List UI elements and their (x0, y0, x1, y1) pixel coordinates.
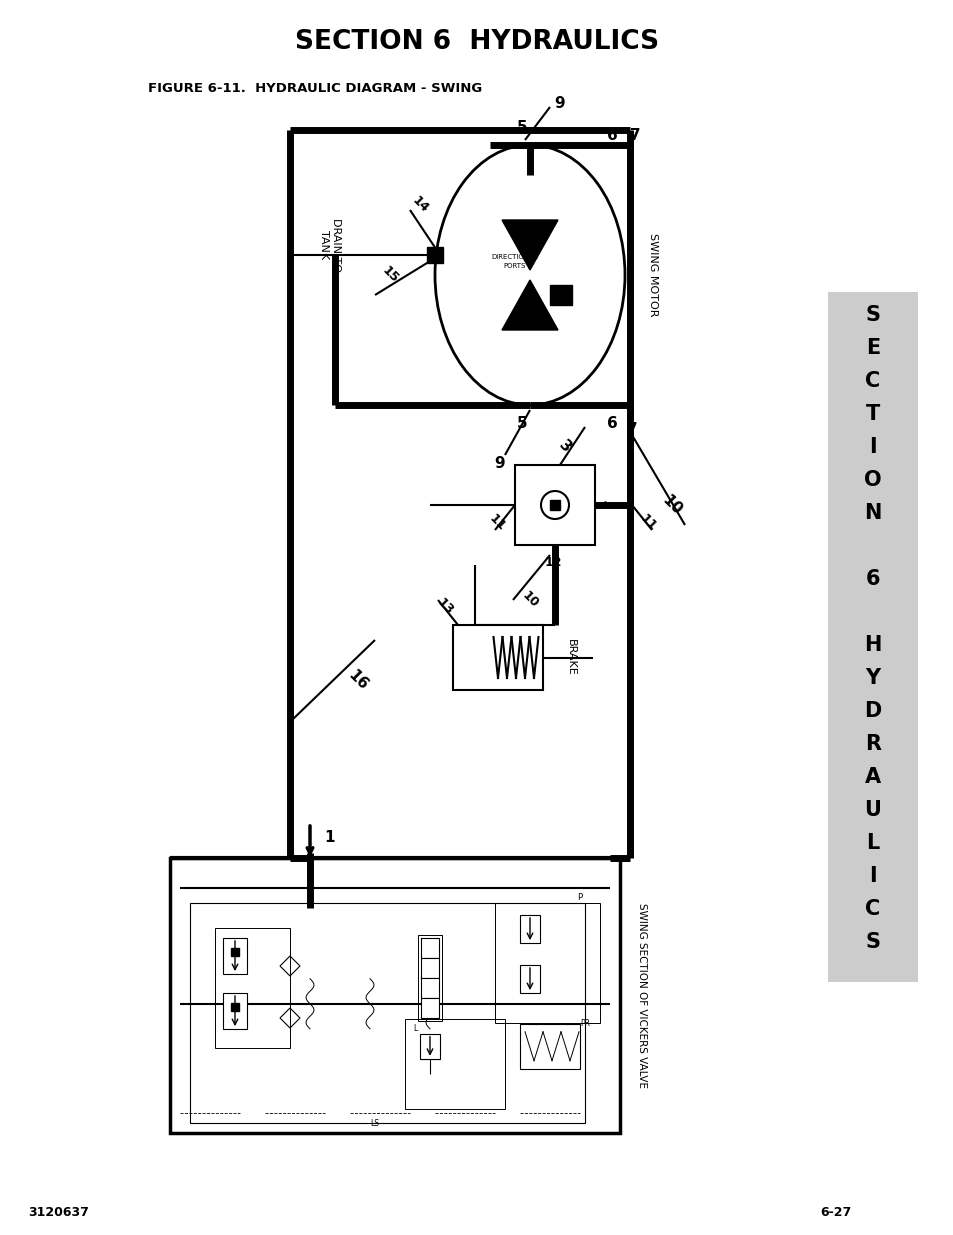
Bar (419, 1034, 439, 1058)
Text: SWING MOTOR: SWING MOTOR (647, 233, 658, 316)
Text: 9: 9 (495, 456, 505, 471)
Text: S: S (864, 305, 880, 325)
Bar (427, 247, 442, 263)
Text: H: H (863, 635, 881, 655)
Bar (214, 927, 290, 1049)
Text: 3120637: 3120637 (28, 1207, 89, 1219)
Text: 1: 1 (324, 830, 335, 846)
Text: A: A (864, 767, 881, 787)
Text: T: T (865, 404, 880, 424)
Text: 15: 15 (379, 264, 400, 285)
Bar (420, 939, 438, 958)
Bar (231, 1003, 239, 1011)
Text: C: C (864, 899, 880, 919)
Text: E: E (865, 338, 880, 358)
Text: I: I (868, 866, 876, 885)
Text: 6: 6 (864, 569, 880, 589)
Text: P: P (577, 893, 582, 903)
Bar (417, 935, 441, 1021)
Text: 6-27: 6-27 (820, 1207, 850, 1219)
Text: 6: 6 (606, 127, 617, 142)
Text: FIGURE 6-11.  HYDRAULIC DIAGRAM - SWING: FIGURE 6-11. HYDRAULIC DIAGRAM - SWING (148, 82, 482, 95)
Ellipse shape (435, 144, 624, 405)
Bar (420, 998, 438, 1018)
Text: 5: 5 (517, 120, 527, 135)
Bar (170, 858, 619, 1132)
Text: L: L (865, 832, 879, 853)
Text: PR: PR (579, 1019, 589, 1029)
Text: 12: 12 (543, 557, 561, 569)
Circle shape (540, 492, 568, 519)
Text: 13: 13 (434, 597, 456, 618)
Text: SECTION 6  HYDRAULICS: SECTION 6 HYDRAULICS (294, 28, 659, 56)
Bar (827, 291, 917, 982)
Text: I: I (868, 437, 876, 457)
Bar (495, 903, 599, 1023)
Bar (223, 939, 247, 974)
Text: LS: LS (370, 1119, 379, 1128)
Text: 14: 14 (409, 194, 431, 216)
Text: 9: 9 (554, 95, 565, 110)
Bar (519, 915, 539, 944)
Text: C: C (864, 370, 880, 391)
Text: 11: 11 (637, 513, 659, 534)
Bar (405, 1019, 504, 1109)
Bar (519, 965, 539, 993)
Bar (519, 1024, 579, 1068)
Text: 6: 6 (606, 415, 617, 431)
Bar (550, 285, 572, 305)
Text: 10: 10 (518, 589, 540, 611)
Bar (231, 948, 239, 956)
Text: S: S (864, 932, 880, 952)
Text: BRAKE: BRAKE (565, 640, 576, 676)
Text: D: D (863, 701, 881, 721)
Polygon shape (501, 220, 558, 270)
Polygon shape (501, 280, 558, 330)
Text: R: R (864, 734, 880, 755)
Bar (420, 978, 438, 998)
Text: DRAIN TO
TANK: DRAIN TO TANK (319, 219, 340, 272)
Text: N: N (863, 503, 881, 522)
Text: 7: 7 (629, 127, 639, 142)
Text: 3: 3 (556, 438, 574, 456)
Text: DIRECTIONAL: DIRECTIONAL (491, 254, 537, 261)
Text: L: L (413, 1024, 416, 1034)
Text: O: O (863, 471, 881, 490)
Bar (223, 993, 247, 1029)
Text: 11: 11 (486, 513, 507, 534)
Text: Y: Y (864, 668, 880, 688)
Text: 16: 16 (345, 667, 371, 693)
Text: 7: 7 (626, 422, 637, 437)
Text: 5: 5 (517, 415, 527, 431)
Text: U: U (863, 800, 881, 820)
Text: PORTS: PORTS (503, 263, 526, 269)
Bar (420, 958, 438, 978)
Bar (190, 903, 584, 1123)
Bar (515, 466, 595, 545)
Bar (453, 625, 542, 690)
Bar (550, 500, 559, 510)
Text: SWING SECTION OF VICKERS VALVE: SWING SECTION OF VICKERS VALVE (637, 903, 646, 1088)
Text: 10: 10 (659, 493, 684, 517)
